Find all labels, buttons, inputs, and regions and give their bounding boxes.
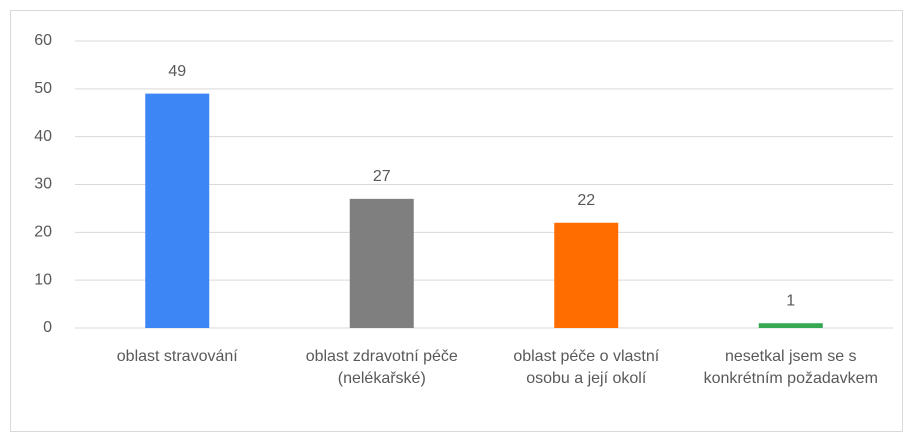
data-label: 27 xyxy=(373,168,391,185)
bar xyxy=(349,198,414,328)
bar xyxy=(145,93,210,328)
y-tick-label: 0 xyxy=(43,319,52,336)
y-tick-label: 20 xyxy=(34,224,52,241)
y-tick-label: 60 xyxy=(34,32,52,49)
x-tick-label: oblast stravování xyxy=(116,348,238,365)
y-tick-label: 50 xyxy=(34,80,52,97)
y-tick-label: 30 xyxy=(34,176,52,193)
x-tick-label: oblast péče o vlastní osobu a její okolí xyxy=(513,348,660,387)
data-label: 22 xyxy=(577,192,595,209)
x-tick-label: nesetkal jsem se s konkrétním požadavkem xyxy=(703,348,878,387)
y-tick-label: 40 xyxy=(34,128,52,145)
x-tick-label: oblast zdravotní péče (nelékařské) xyxy=(305,348,458,387)
bar xyxy=(554,222,619,328)
data-label: 1 xyxy=(786,292,795,309)
bar xyxy=(758,323,823,328)
y-tick-label: 10 xyxy=(34,271,52,288)
data-label: 49 xyxy=(168,63,186,80)
